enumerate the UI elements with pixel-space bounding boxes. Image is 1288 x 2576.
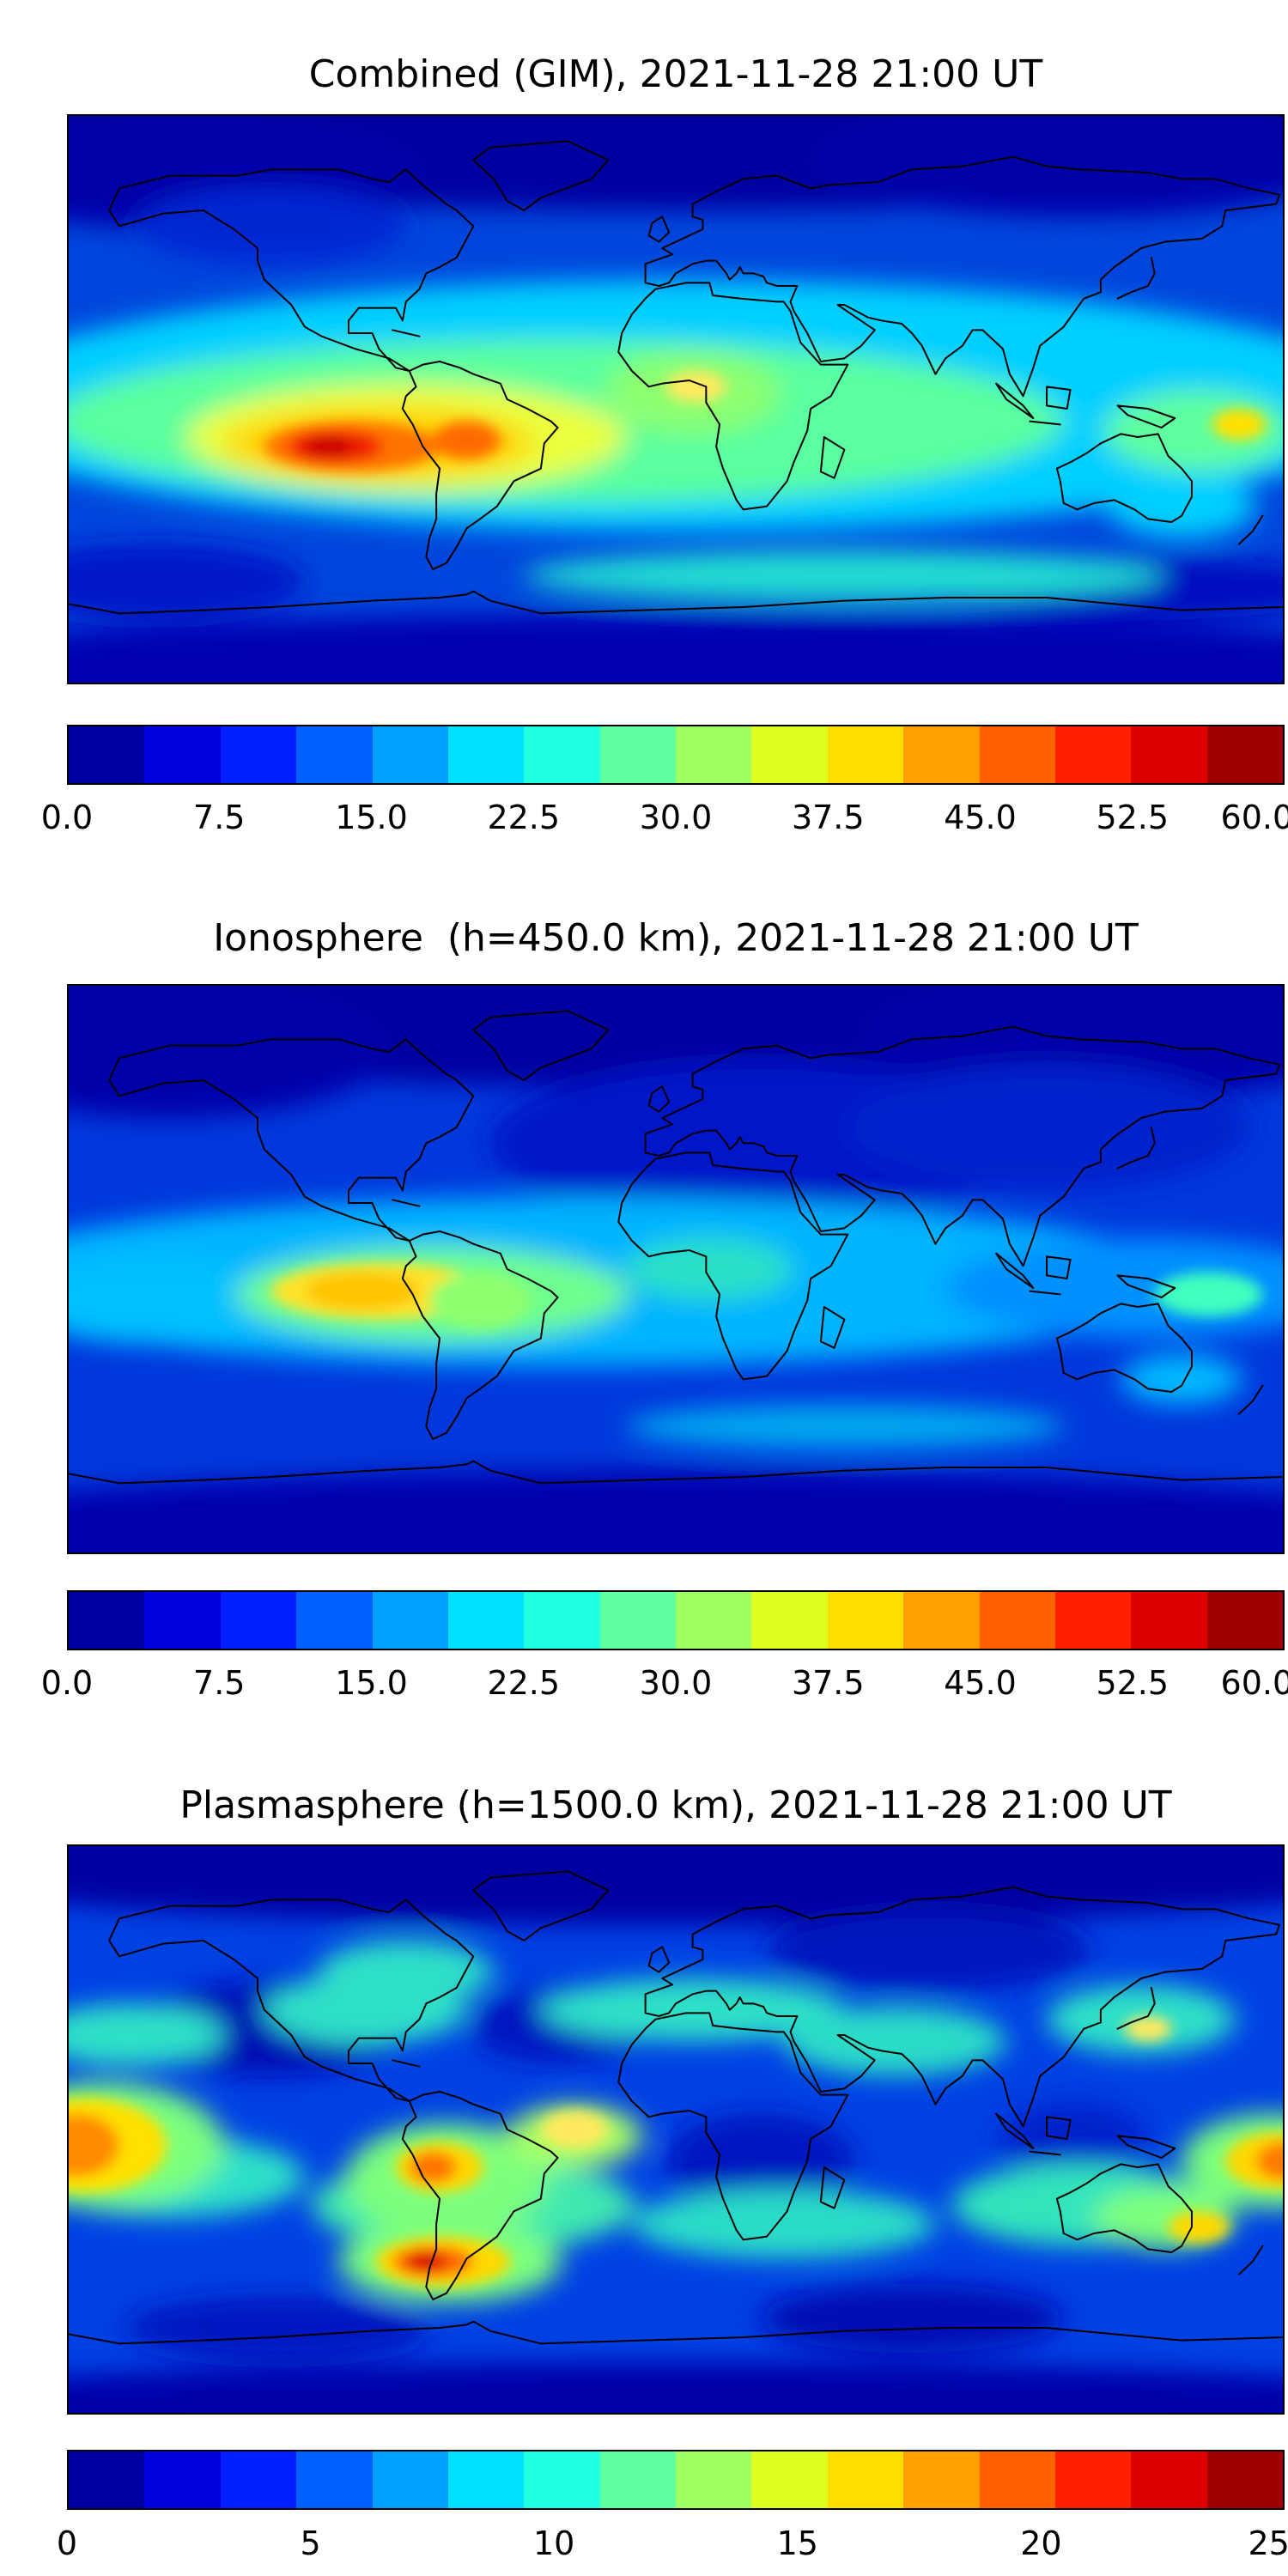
colorbar-segment <box>1131 726 1207 783</box>
colorbar-tick-label: 15.0 <box>335 799 408 836</box>
colorbar-tick-label: 15 <box>776 2524 818 2562</box>
colorbar-segment <box>751 2451 828 2508</box>
colorbar-tick-label: 0.0 <box>40 1664 94 1702</box>
colorbar-ticks-plasmasphere: 0 5 10 15 20 25 <box>57 2523 1288 2567</box>
panel-title-plasmasphere: Plasmasphere (h=1500.0 km), 2021-11-28 2… <box>179 1783 1172 1827</box>
tec-field-blobs <box>69 1846 1283 2413</box>
colorbar-segment <box>524 726 600 783</box>
colorbar-segment <box>220 2451 297 2508</box>
colorbar-segment <box>296 1592 373 1649</box>
colorbar-tick-label: 10 <box>533 2524 575 2562</box>
tec-map-ionosphere <box>67 984 1285 1554</box>
colorbar-segment <box>599 2451 676 2508</box>
colorbar-tick-label: 7.5 <box>193 799 246 836</box>
colorbar-ticks-combined: 0.0 7.5 15.0 22.5 30.0 37.5 45.0 52.5 60.0 <box>41 797 1288 841</box>
colorbar-tick-label: 25 <box>1248 2524 1288 2562</box>
colorbar-tick-label: 22.5 <box>487 799 561 836</box>
colorbar-segment <box>1206 1592 1283 1649</box>
colorbar-tick-label: 0.0 <box>40 799 94 836</box>
colorbar-combined <box>67 725 1285 785</box>
colorbar-segment <box>372 2451 448 2508</box>
world-map-combined <box>69 116 1283 683</box>
colorbar-segment <box>1054 726 1132 783</box>
colorbar-tick-label: 0 <box>56 2524 78 2562</box>
colorbar-segment <box>69 726 145 783</box>
colorbar-tick-label: 45.0 <box>944 799 1017 836</box>
colorbar-segment <box>1054 2451 1132 2508</box>
colorbar-segment <box>676 2451 752 2508</box>
tec-field-hotspots <box>270 1262 1263 1329</box>
colorbar-segment <box>827 1592 904 1649</box>
colorbar-tick-label: 5 <box>300 2524 321 2562</box>
tec-map-plasmasphere <box>67 1844 1285 2415</box>
tec-field-hotspots <box>69 2016 1283 2287</box>
colorbar-segment <box>296 2451 373 2508</box>
colorbar-segment <box>69 2451 145 2508</box>
colorbar-segment <box>144 1592 221 1649</box>
colorbar-segment <box>69 1592 145 1649</box>
colorbar-segment <box>979 2451 1055 2508</box>
colorbar-segment <box>372 726 448 783</box>
colorbar-ticks-ionosphere: 0.0 7.5 15.0 22.5 30.0 37.5 45.0 52.5 60.0 <box>41 1662 1288 1707</box>
colorbar-tick-label: 37.5 <box>791 1664 865 1702</box>
colorbar-segment <box>979 726 1055 783</box>
colorbar-segment <box>1206 726 1283 783</box>
colorbar-tick-label: 30.0 <box>639 799 713 836</box>
colorbar-segment <box>676 726 752 783</box>
colorbar-segment <box>751 726 828 783</box>
world-map-ionosphere <box>69 986 1283 1552</box>
colorbar-segment <box>296 726 373 783</box>
colorbar-segment <box>447 726 525 783</box>
colorbar-segment <box>1131 1592 1207 1649</box>
colorbar-segment <box>524 1592 600 1649</box>
colorbar-segment <box>751 1592 828 1649</box>
colorbar-tick-label: 7.5 <box>193 1664 246 1702</box>
colorbar-plasmasphere <box>67 2450 1285 2510</box>
colorbar-tick-label: 52.5 <box>1096 799 1170 836</box>
colorbar-tick-label: 45.0 <box>944 1664 1017 1702</box>
colorbar-segment <box>903 2451 980 2508</box>
colorbar-segment <box>1131 2451 1207 2508</box>
colorbar-tick-label: 30.0 <box>639 1664 713 1702</box>
colorbar-tick-label: 60.0 <box>1220 799 1288 836</box>
colorbar-segment <box>599 1592 676 1649</box>
colorbar-segment <box>372 1592 448 1649</box>
tec-map-combined <box>67 114 1285 684</box>
colorbar-segment <box>903 726 980 783</box>
colorbar-segment <box>447 1592 525 1649</box>
colorbar-tick-label: 37.5 <box>791 799 865 836</box>
colorbar-segment <box>524 2451 600 2508</box>
colorbar-segment <box>827 726 904 783</box>
colorbar-tick-label: 15.0 <box>335 1664 408 1702</box>
colorbar-segment <box>599 726 676 783</box>
colorbar-segment <box>220 1592 297 1649</box>
colorbar-tick-label: 20 <box>1020 2524 1062 2562</box>
panel-title-ionosphere: Ionosphere (h=450.0 km), 2021-11-28 21:0… <box>213 916 1139 960</box>
colorbar-segment <box>220 726 297 783</box>
colorbar-tick-label: 22.5 <box>487 1664 561 1702</box>
colorbar-segment <box>676 1592 752 1649</box>
panel-title-combined: Combined (GIM), 2021-11-28 21:00 UT <box>308 52 1043 96</box>
colorbar-tick-label: 52.5 <box>1096 1664 1170 1702</box>
colorbar-segment <box>1206 2451 1283 2508</box>
colorbar-segment <box>1054 1592 1132 1649</box>
colorbar-segment <box>447 2451 525 2508</box>
colorbar-segment <box>144 726 221 783</box>
tec-field-hotspots <box>264 371 1267 472</box>
colorbar-segment <box>827 2451 904 2508</box>
colorbar-segment <box>979 1592 1055 1649</box>
colorbar-segment <box>144 2451 221 2508</box>
world-map-plasmasphere <box>69 1846 1283 2413</box>
colorbar-ionosphere <box>67 1590 1285 1650</box>
colorbar-segment <box>903 1592 980 1649</box>
colorbar-tick-label: 60.0 <box>1220 1664 1288 1702</box>
